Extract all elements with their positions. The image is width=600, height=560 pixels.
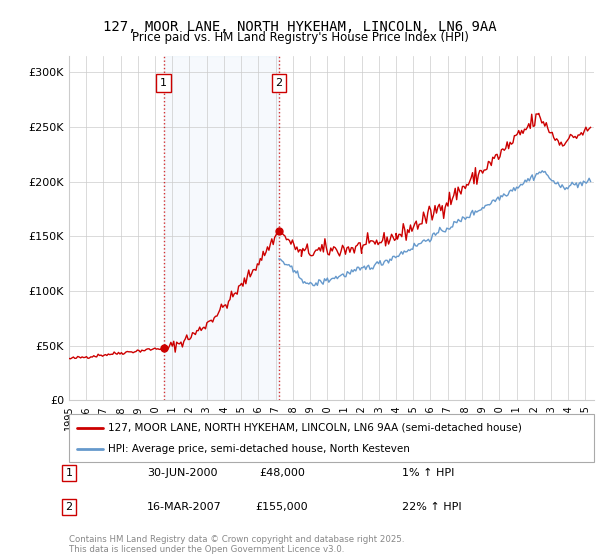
Text: 2: 2 (275, 78, 283, 88)
Text: 2: 2 (65, 502, 73, 512)
Text: £48,000: £48,000 (259, 468, 305, 478)
Text: Contains HM Land Registry data © Crown copyright and database right 2025.
This d: Contains HM Land Registry data © Crown c… (69, 535, 404, 554)
Text: 30-JUN-2000: 30-JUN-2000 (147, 468, 218, 478)
Text: HPI: Average price, semi-detached house, North Kesteven: HPI: Average price, semi-detached house,… (109, 444, 410, 454)
Text: 1: 1 (65, 468, 73, 478)
Text: 1: 1 (160, 78, 167, 88)
Text: 1% ↑ HPI: 1% ↑ HPI (402, 468, 454, 478)
Text: 127, MOOR LANE, NORTH HYKEHAM, LINCOLN, LN6 9AA: 127, MOOR LANE, NORTH HYKEHAM, LINCOLN, … (103, 20, 497, 34)
Text: 16-MAR-2007: 16-MAR-2007 (147, 502, 222, 512)
Bar (164, 56, 279, 400)
Text: £155,000: £155,000 (256, 502, 308, 512)
Text: Price paid vs. HM Land Registry's House Price Index (HPI): Price paid vs. HM Land Registry's House … (131, 31, 469, 44)
Text: 127, MOOR LANE, NORTH HYKEHAM, LINCOLN, LN6 9AA (semi-detached house): 127, MOOR LANE, NORTH HYKEHAM, LINCOLN, … (109, 423, 522, 433)
Text: 22% ↑ HPI: 22% ↑ HPI (402, 502, 461, 512)
